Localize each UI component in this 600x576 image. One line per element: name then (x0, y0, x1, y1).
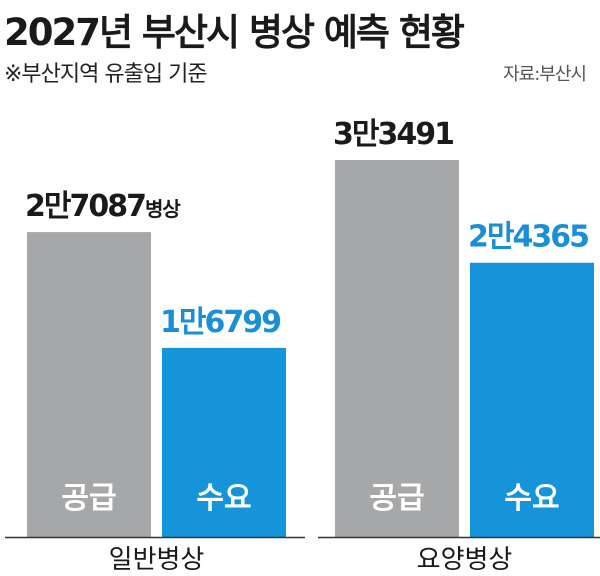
data-label-unit: 병상 (145, 197, 181, 221)
chart-title: 2027년 부산시 병상 예측 현황 (4, 11, 465, 54)
x-tick-label: 일반병상 (109, 545, 205, 575)
bar-series-label: 수요 (504, 481, 559, 516)
bar-series-label: 공급 (61, 481, 116, 516)
bar-demand-1 (162, 347, 286, 537)
data-label: 3만3491 (333, 117, 453, 152)
source-note: 자료:부산시 (503, 64, 587, 85)
bar-supply-2 (335, 160, 459, 537)
bar-series-label: 공급 (369, 481, 424, 516)
bar-series-label: 수요 (196, 481, 251, 516)
data-label: 1만6799 (160, 305, 280, 340)
bar-supply-1 (27, 232, 151, 537)
data-label: 2만4365 (468, 220, 588, 255)
bar-demand-2 (470, 262, 594, 537)
x-tick-label: 요양병상 (417, 545, 513, 575)
chart-subtitle: ※부산지역 유출입 기준 (4, 62, 208, 87)
data-label: 2만7087병상 (25, 189, 181, 224)
